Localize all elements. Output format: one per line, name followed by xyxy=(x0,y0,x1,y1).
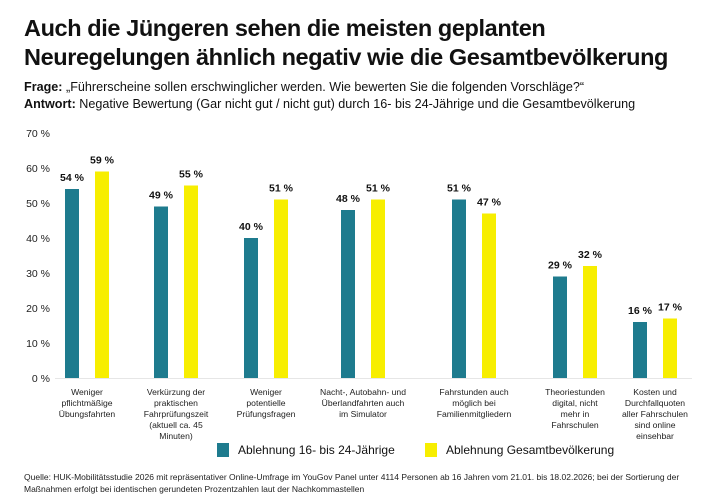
question: Frage: „Führerscheine sollen erschwingli… xyxy=(24,80,584,94)
data-label: 59 % xyxy=(90,155,115,167)
y-tick-label: 50 % xyxy=(26,198,50,210)
bar xyxy=(154,206,168,378)
category-label: Verkürzung der praktischen Fahrprüfungsz… xyxy=(143,387,209,441)
data-label: 51 % xyxy=(269,183,294,195)
bar xyxy=(95,171,109,378)
bar xyxy=(274,199,288,378)
source-note: Quelle: HUK-Mobilitätsstudie 2026 mit re… xyxy=(24,472,680,494)
legend-item-young: Ablehnung 16- bis 24-Jährige xyxy=(217,443,395,457)
bar xyxy=(65,189,79,378)
bar xyxy=(244,238,258,378)
bar xyxy=(371,199,385,378)
bar xyxy=(452,199,466,378)
legend-label: Ablehnung Gesamtbevölkerung xyxy=(446,443,615,457)
answer-text: Negative Bewertung (Gar nicht gut / nich… xyxy=(79,97,636,111)
data-label: 49 % xyxy=(149,190,174,202)
data-label: 29 % xyxy=(548,260,573,272)
data-label: 47 % xyxy=(477,197,502,209)
bar xyxy=(341,210,355,378)
legend-swatch xyxy=(425,443,437,457)
y-tick-label: 70 % xyxy=(26,128,50,140)
data-label: 55 % xyxy=(179,169,204,181)
bar xyxy=(663,318,677,378)
category-label: Nacht-, Autobahn- und Überlandfahrten au… xyxy=(320,387,406,419)
category-label: Theoriestunden digital, nicht mehr in Fa… xyxy=(545,387,605,430)
y-tick-label: 20 % xyxy=(26,303,50,315)
bar xyxy=(583,266,597,378)
data-label: 32 % xyxy=(578,249,603,261)
y-tick-label: 40 % xyxy=(26,233,50,245)
data-label: 16 % xyxy=(628,305,653,317)
chart-title: Auch die Jüngeren sehen die meisten gepl… xyxy=(24,15,668,70)
data-label: 54 % xyxy=(60,172,85,184)
category-label: Fahrstunden auch möglich bei Familienmit… xyxy=(436,387,512,419)
bar xyxy=(184,185,198,378)
y-tick-label: 60 % xyxy=(26,163,50,175)
data-label: 17 % xyxy=(658,302,683,314)
data-label: 40 % xyxy=(239,221,264,233)
category-label: Weniger potentielle Prüfungsfragen xyxy=(236,387,296,419)
data-label: 48 % xyxy=(336,193,361,205)
legend-item-total: Ablehnung Gesamtbevölkerung xyxy=(425,443,614,457)
question-text: „Führerscheine sollen erschwinglicher we… xyxy=(66,80,585,94)
y-tick-label: 0 % xyxy=(32,373,50,385)
bar xyxy=(633,322,647,378)
legend-swatch xyxy=(217,443,229,457)
category-label: Kosten und Durchfallquoten aller Fahrsch… xyxy=(622,387,688,441)
answer: Antwort: Negative Bewertung (Gar nicht g… xyxy=(24,97,635,111)
question-label: Frage: xyxy=(24,80,63,94)
answer-label: Antwort: xyxy=(24,97,76,111)
bar xyxy=(482,213,496,378)
bar xyxy=(553,276,567,378)
category-label: Weniger pflichtmäßige Übungsfahrten xyxy=(58,387,116,419)
data-label: 51 % xyxy=(447,183,472,195)
data-label: 51 % xyxy=(366,183,391,195)
y-tick-label: 10 % xyxy=(26,338,50,350)
y-tick-label: 30 % xyxy=(26,268,50,280)
legend-label: Ablehnung 16- bis 24-Jährige xyxy=(238,443,395,457)
